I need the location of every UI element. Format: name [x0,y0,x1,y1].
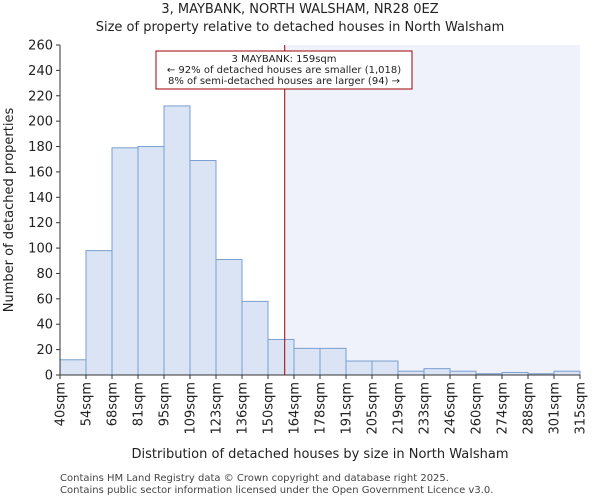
histogram-bar [397,370,425,376]
histogram-bar [137,146,165,376]
y-tick-label: 180 [28,140,53,155]
histogram-bar [215,259,243,376]
x-tick-label: 219sqm [392,382,407,435]
y-tick-label: 80 [36,267,53,282]
annotation-line-2: ← 92% of detached houses are smaller (1,… [167,65,401,76]
y-tick-label: 20 [36,343,53,358]
histogram-bar [85,250,113,376]
y-tick-label: 140 [28,191,53,206]
histogram-bar [449,370,477,376]
histogram-bar [423,368,451,376]
y-tick-label: 260 [28,39,53,54]
x-tick-label: 233sqm [418,382,433,435]
annotation-box [155,50,413,90]
x-tick-label: 81sqm [132,382,147,426]
footer-copyright: Contains HM Land Registry data © Crown c… [60,473,449,484]
y-tick-label: 60 [36,292,53,307]
x-tick-label: 191sqm [340,382,355,435]
x-tick-label: 123sqm [210,382,225,435]
x-tick-label: 54sqm [80,382,95,426]
x-tick-label: 274sqm [496,382,511,435]
x-tick-label: 315sqm [574,382,589,435]
histogram-bar [163,105,191,376]
x-tick-label: 150sqm [262,382,277,435]
histogram-bar [189,160,217,376]
y-tick-label: 160 [28,165,53,180]
y-tick-label: 40 [36,318,53,333]
x-tick-label: 136sqm [236,382,251,435]
x-tick-label: 260sqm [470,382,485,435]
histogram-bar [241,300,269,376]
x-tick-label: 178sqm [314,382,329,435]
chart-title: 3, MAYBANK, NORTH WALSHAM, NR28 0EZ [161,2,439,17]
y-tick-label: 220 [28,89,53,104]
histogram-bar [319,347,347,376]
histogram-bar [267,338,295,376]
histogram-bar [553,370,581,376]
y-tick-label: 100 [28,242,53,257]
histogram-bar [371,360,399,376]
annotation-line-3: 8% of semi-detached houses are larger (9… [168,76,400,87]
x-tick-label: 246sqm [444,382,459,435]
histogram-bar [59,359,87,376]
x-tick-label: 95sqm [158,382,173,426]
x-axis-label: Distribution of detached houses by size … [132,447,509,462]
x-tick-label: 288sqm [522,382,537,435]
histogram-bar [111,147,139,376]
x-tick-label: 164sqm [288,382,303,435]
y-tick-label: 240 [28,64,53,79]
histogram-bar [293,347,321,376]
x-tick-label: 40sqm [54,382,69,426]
chart-subtitle: Size of property relative to detached ho… [95,20,505,35]
y-axis-label: Number of detached properties [2,108,17,313]
y-tick-label: 120 [28,216,53,231]
x-tick-label: 205sqm [366,382,381,435]
x-tick-label: 301sqm [548,382,563,435]
y-tick-label: 0 [45,369,53,384]
histogram-bar [345,360,373,376]
footer-licence: Contains public sector information licen… [60,485,494,496]
y-tick-label: 200 [28,115,53,130]
annotation-line-1: 3 MAYBANK: 159sqm [231,54,336,65]
x-tick-label: 109sqm [184,382,199,435]
x-tick-label: 68sqm [106,382,121,426]
larger-region-shade [284,45,580,375]
